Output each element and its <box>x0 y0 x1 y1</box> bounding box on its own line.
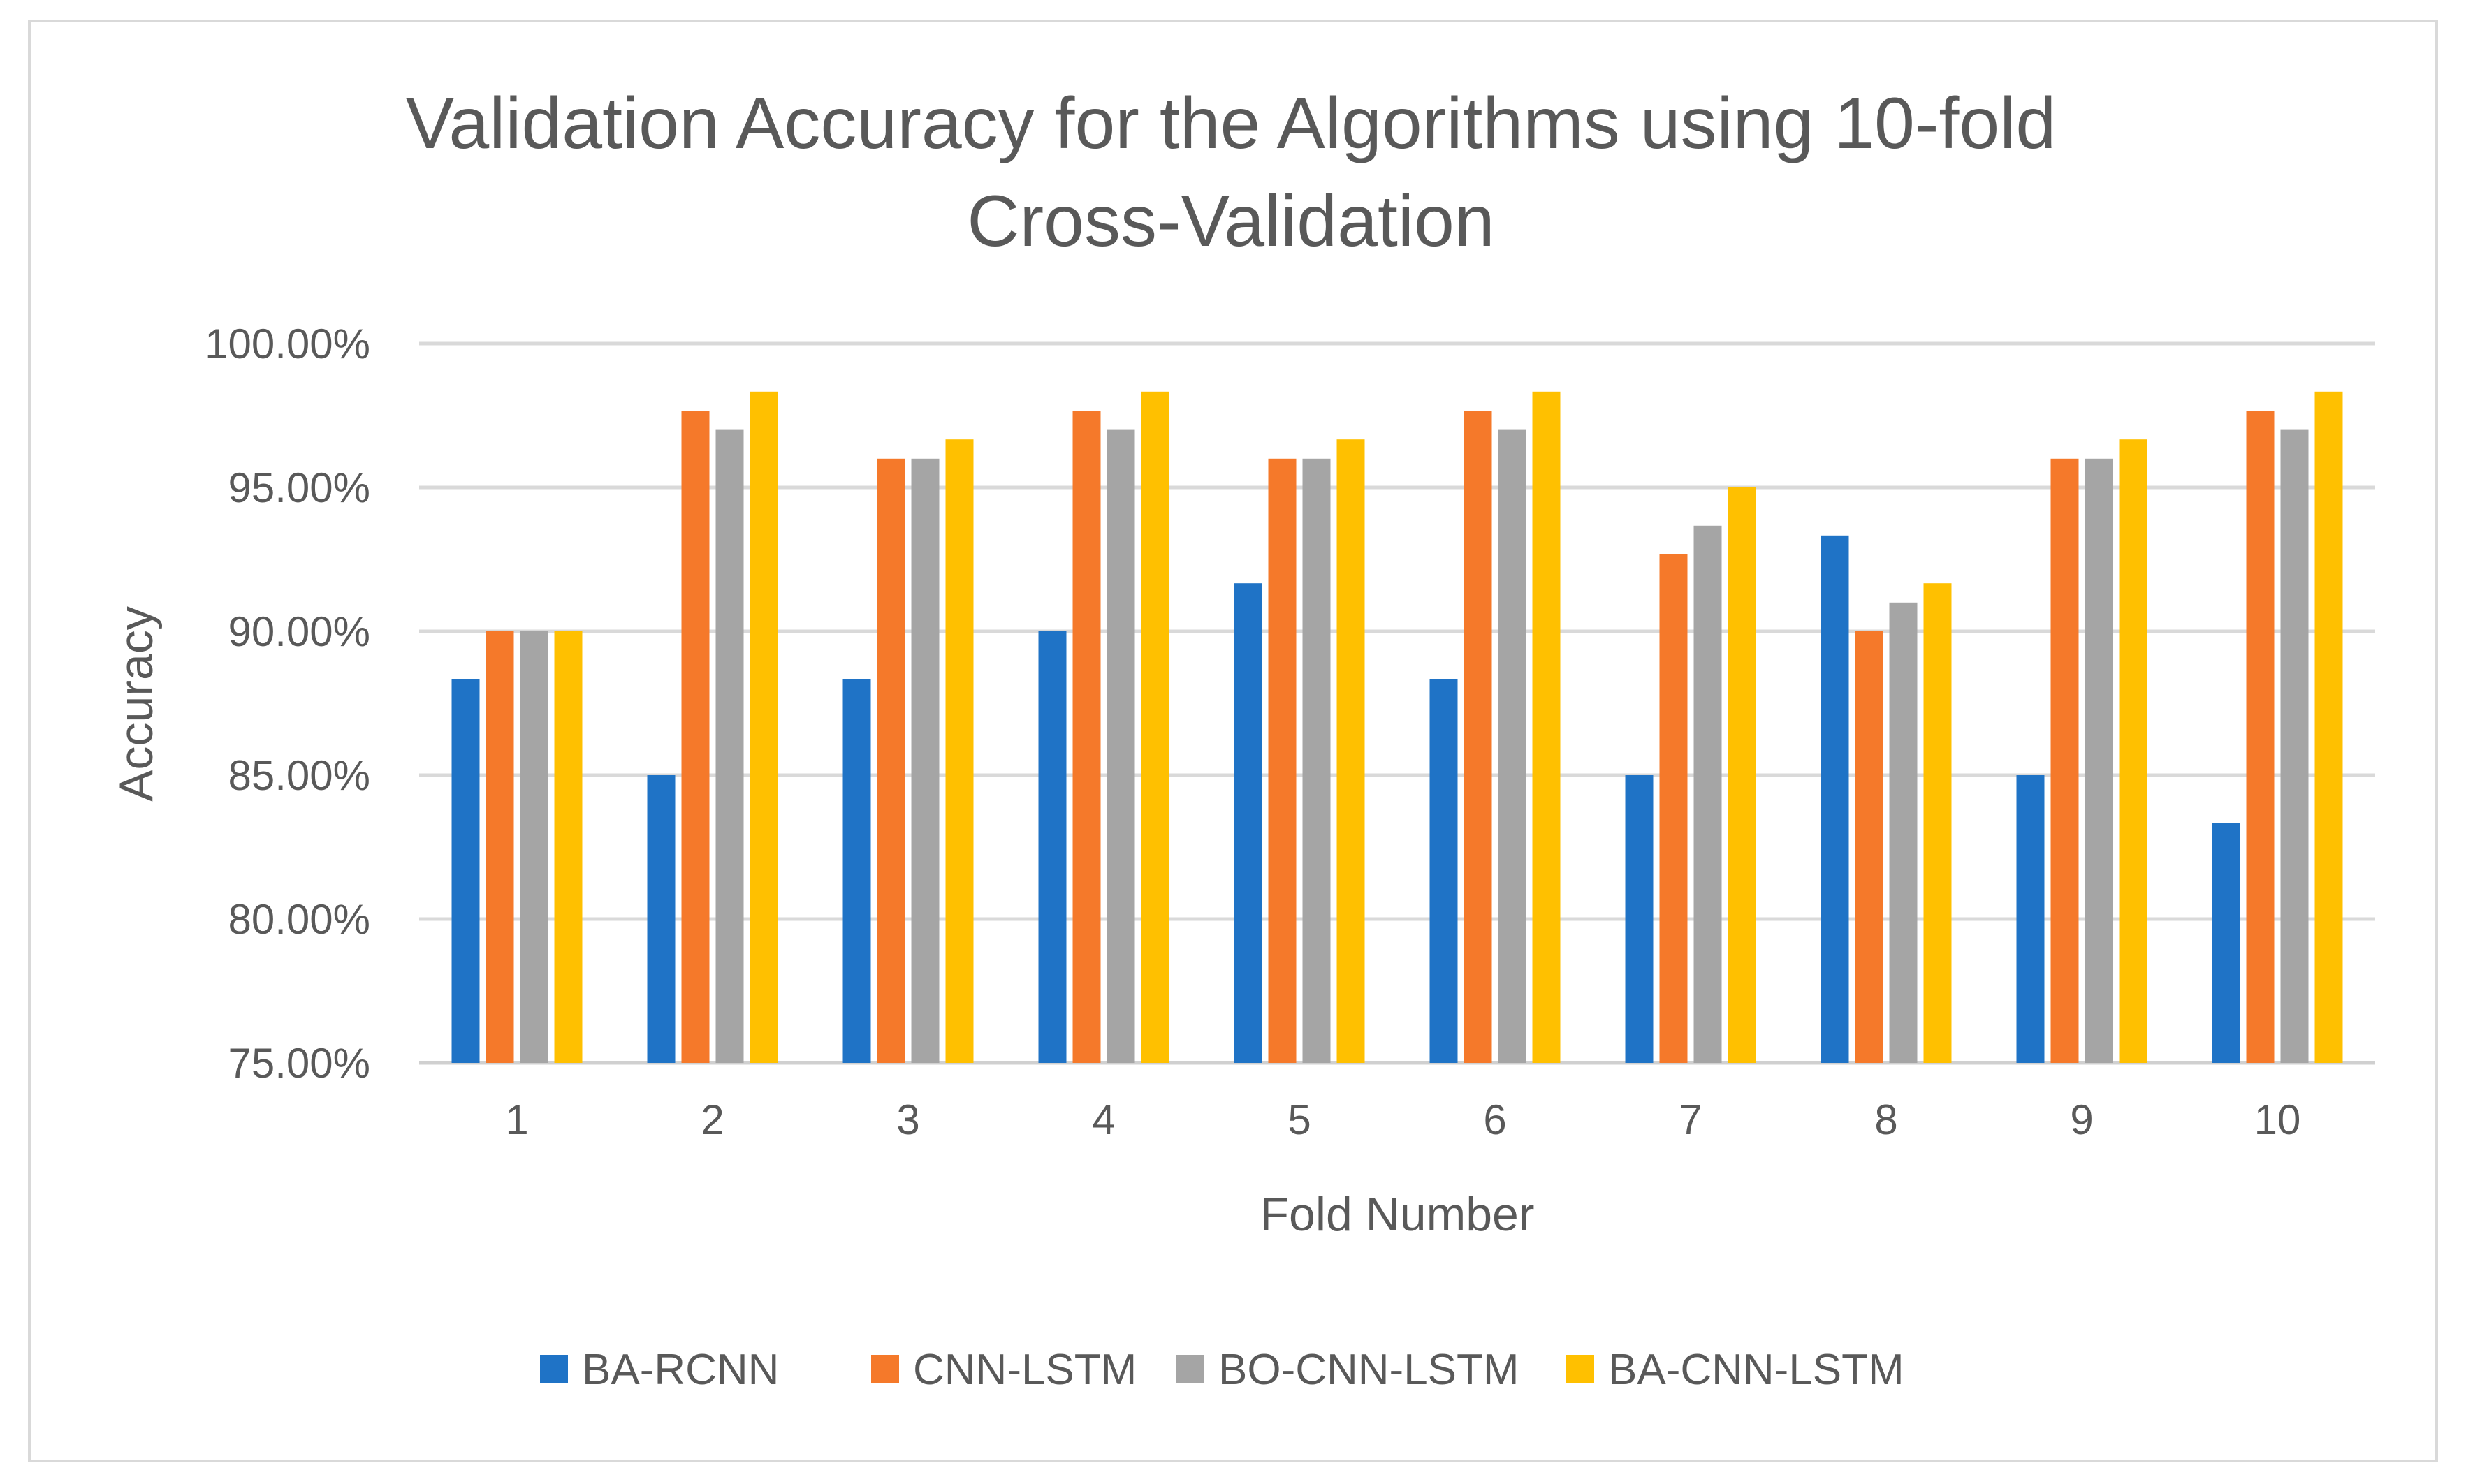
y-tick-label: 85.00% <box>228 752 371 799</box>
bar-ba-rcnn-fold-2 <box>647 775 676 1063</box>
bar-ba-rcnn-fold-3 <box>842 679 871 1063</box>
bar-bo-cnn-lstm-fold-5 <box>1302 458 1331 1063</box>
bar-ba-rcnn-fold-4 <box>1038 631 1067 1063</box>
bar-bo-cnn-lstm-fold-8 <box>1889 602 1918 1063</box>
bar-cnn-lstm-fold-6 <box>1464 410 1492 1063</box>
bar-ba-rcnn-fold-7 <box>1625 775 1654 1063</box>
x-tick-label: 1 <box>505 1096 528 1143</box>
bar-cnn-lstm-fold-4 <box>1072 410 1101 1063</box>
legend-label-ba-cnn-lstm: BA-CNN-LSTM <box>1608 1346 1904 1394</box>
bar-cnn-lstm-fold-9 <box>2050 458 2079 1063</box>
bar-cnn-lstm-fold-10 <box>2246 410 2275 1063</box>
bar-cnn-lstm-fold-8 <box>1855 631 1883 1063</box>
legend-label-cnn-lstm: CNN-LSTM <box>913 1346 1137 1394</box>
legend: BA-RCNN CNN-LSTM BO-CNN-LSTM BA-CNN-LSTM <box>540 1346 1904 1394</box>
bar-cnn-lstm-fold-2 <box>681 410 710 1063</box>
x-tick-label: 10 <box>2254 1096 2301 1143</box>
bar-bo-cnn-lstm-fold-10 <box>2280 429 2309 1063</box>
x-tick-label: 2 <box>701 1096 724 1143</box>
x-tick-label: 5 <box>1287 1096 1311 1143</box>
x-tick-label: 9 <box>2070 1096 2093 1143</box>
chart-title-line-1: Validation Accuracy for the Algorithms u… <box>406 83 2056 164</box>
y-tick-label: 75.00% <box>228 1040 371 1087</box>
bar-ba-cnn-lstm-fold-6 <box>1532 391 1561 1063</box>
bar-ba-cnn-lstm-fold-2 <box>750 391 778 1063</box>
legend-swatch-ba-rcnn <box>540 1355 568 1383</box>
x-axis-ticks: 1 2 3 4 5 6 7 8 9 10 <box>505 1096 2300 1143</box>
bar-cnn-lstm-fold-5 <box>1268 458 1297 1063</box>
legend-swatch-cnn-lstm <box>871 1355 899 1383</box>
x-tick-label: 4 <box>1092 1096 1115 1143</box>
bar-bo-cnn-lstm-fold-7 <box>1693 525 1722 1063</box>
bar-ba-rcnn-fold-8 <box>1821 535 1849 1063</box>
bar-bo-cnn-lstm-fold-4 <box>1107 429 1135 1063</box>
y-tick-label: 100.00% <box>205 321 370 367</box>
x-axis-title: Fold Number <box>1260 1188 1534 1241</box>
bar-ba-rcnn-fold-1 <box>451 679 480 1063</box>
bar-bo-cnn-lstm-fold-9 <box>2085 458 2113 1063</box>
bar-ba-cnn-lstm-fold-9 <box>2119 439 2147 1063</box>
bar-cnn-lstm-fold-3 <box>877 458 905 1063</box>
bar-bo-cnn-lstm-fold-2 <box>715 429 744 1063</box>
x-tick-label: 3 <box>896 1096 919 1143</box>
bar-ba-rcnn-fold-5 <box>1234 583 1262 1063</box>
legend-label-ba-rcnn: BA-RCNN <box>582 1346 779 1394</box>
bar-bo-cnn-lstm-fold-3 <box>911 458 940 1063</box>
bar-cnn-lstm-fold-7 <box>1659 554 1688 1063</box>
bar-ba-cnn-lstm-fold-10 <box>2314 391 2343 1063</box>
gridlines <box>419 341 2375 1065</box>
y-tick-label: 80.00% <box>228 896 371 943</box>
bar-ba-cnn-lstm-fold-7 <box>1728 487 1756 1063</box>
chart-frame <box>28 20 2438 1462</box>
bar-cnn-lstm-fold-1 <box>486 631 514 1063</box>
legend-swatch-ba-cnn-lstm <box>1566 1355 1594 1383</box>
x-tick-label: 8 <box>1874 1096 1897 1143</box>
bar-ba-cnn-lstm-fold-5 <box>1336 439 1365 1063</box>
legend-label-bo-cnn-lstm: BO-CNN-LSTM <box>1218 1346 1519 1394</box>
y-tick-label: 90.00% <box>228 608 371 655</box>
chart-title-line-2: Cross-Validation <box>967 181 1494 262</box>
bar-ba-cnn-lstm-fold-1 <box>554 631 583 1063</box>
bar-ba-rcnn-fold-6 <box>1429 679 1458 1063</box>
y-axis-ticks: 75.00% 80.00% 85.00% 90.00% 95.00% 100.00% <box>205 321 370 1087</box>
legend-swatch-bo-cnn-lstm <box>1176 1355 1204 1383</box>
bar-ba-cnn-lstm-fold-8 <box>1923 583 1952 1063</box>
bar-bo-cnn-lstm-fold-1 <box>520 631 548 1063</box>
bar-ba-rcnn-fold-9 <box>2016 775 2045 1063</box>
y-tick-label: 95.00% <box>228 464 371 511</box>
bar-ba-cnn-lstm-fold-3 <box>945 439 974 1063</box>
bars <box>451 391 2343 1063</box>
chart-title: Validation Accuracy for the Algorithms u… <box>406 83 2056 262</box>
bar-bo-cnn-lstm-fold-6 <box>1498 429 1526 1063</box>
y-axis-title: Accuracy <box>110 606 163 802</box>
bar-ba-rcnn-fold-10 <box>2212 823 2240 1063</box>
x-tick-label: 6 <box>1483 1096 1506 1143</box>
bar-ba-cnn-lstm-fold-4 <box>1141 391 1169 1063</box>
x-tick-label: 7 <box>1679 1096 1702 1143</box>
